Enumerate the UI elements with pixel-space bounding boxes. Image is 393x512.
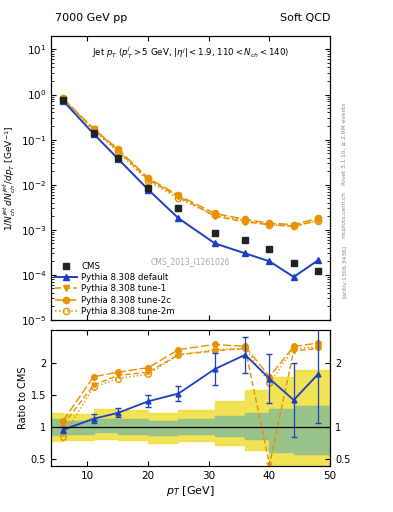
Text: 7000 GeV pp: 7000 GeV pp [55, 13, 127, 23]
Line: Pythia 8.308 tune-2c: Pythia 8.308 tune-2c [60, 95, 321, 228]
Pythia 8.308 tune-2m [316, 218, 320, 224]
Pythia 8.308 tune-2m [213, 212, 217, 218]
CMS [146, 185, 151, 191]
Pythia 8.308 default [316, 258, 320, 264]
Pythia 8.308 tune-1 [116, 147, 120, 154]
Pythia 8.308 tune-2m [267, 222, 272, 228]
Y-axis label: Ratio to CMS: Ratio to CMS [18, 367, 28, 430]
Line: CMS: CMS [60, 97, 321, 274]
CMS [116, 155, 120, 161]
X-axis label: $p_T$ [GeV]: $p_T$ [GeV] [166, 483, 215, 498]
Pythia 8.308 tune-1 [91, 126, 96, 132]
Pythia 8.308 default [91, 131, 96, 137]
Pythia 8.308 tune-2m [291, 223, 296, 229]
Pythia 8.308 default [176, 215, 181, 221]
Pythia 8.308 tune-2c [291, 222, 296, 228]
Pythia 8.308 tune-1 [316, 218, 320, 224]
CMS [91, 130, 96, 136]
Pythia 8.308 tune-1 [61, 96, 66, 102]
CMS [176, 205, 181, 211]
CMS [61, 97, 66, 103]
Pythia 8.308 default [243, 250, 248, 257]
Pythia 8.308 tune-2c [243, 217, 248, 223]
Pythia 8.308 default [213, 240, 217, 246]
Pythia 8.308 tune-1 [291, 223, 296, 229]
Pythia 8.308 tune-1 [267, 222, 272, 228]
Pythia 8.308 tune-1 [213, 213, 217, 219]
Pythia 8.308 tune-1 [176, 194, 181, 200]
Pythia 8.308 tune-2c [61, 95, 66, 101]
Pythia 8.308 default [291, 274, 296, 280]
CMS [213, 230, 217, 236]
CMS [243, 237, 248, 243]
Pythia 8.308 tune-2m [176, 195, 181, 201]
Line: Pythia 8.308 tune-1: Pythia 8.308 tune-1 [61, 97, 321, 229]
CMS [267, 246, 272, 252]
Y-axis label: $1/N_{ch}^{jet}\,dN_{ch}^{jet}/dp_T$ [GeV$^{-1}$]: $1/N_{ch}^{jet}\,dN_{ch}^{jet}/dp_T$ [Ge… [2, 125, 18, 230]
Pythia 8.308 default [116, 156, 120, 162]
Pythia 8.308 tune-1 [146, 177, 151, 183]
Pythia 8.308 tune-2m [146, 178, 151, 184]
Pythia 8.308 tune-1 [243, 219, 248, 225]
Pythia 8.308 tune-2c [213, 210, 217, 217]
Pythia 8.308 default [267, 258, 272, 264]
Text: mcplots.cern.ch: mcplots.cern.ch [342, 191, 346, 239]
Pythia 8.308 tune-2m [116, 148, 120, 155]
Pythia 8.308 tune-2c [267, 220, 272, 226]
Pythia 8.308 default [61, 98, 66, 104]
CMS [291, 260, 296, 266]
Pythia 8.308 tune-2c [116, 146, 120, 152]
Pythia 8.308 tune-2c [146, 175, 151, 181]
Line: Pythia 8.308 tune-2m: Pythia 8.308 tune-2m [60, 96, 321, 229]
Legend: CMS, Pythia 8.308 default, Pythia 8.308 tune-1, Pythia 8.308 tune-2c, Pythia 8.3: CMS, Pythia 8.308 default, Pythia 8.308 … [54, 261, 176, 317]
Text: [arXiv:1306.3436]: [arXiv:1306.3436] [342, 245, 346, 298]
Text: Jet $p_T$ ($p_T^j$$>$5 GeV, $|\eta^j|$$<$1.9, 110$<$$N_{ch}$$<$140): Jet $p_T$ ($p_T^j$$>$5 GeV, $|\eta^j|$$<… [92, 45, 289, 60]
Pythia 8.308 tune-2m [91, 127, 96, 134]
Pythia 8.308 tune-2c [176, 193, 181, 199]
Line: Pythia 8.308 default: Pythia 8.308 default [61, 98, 321, 280]
Pythia 8.308 tune-2m [61, 96, 66, 102]
Text: Soft QCD: Soft QCD [280, 13, 330, 23]
Text: Rivet 3.1.10, ≥ 2.9M events: Rivet 3.1.10, ≥ 2.9M events [342, 102, 346, 185]
Pythia 8.308 tune-2c [91, 125, 96, 132]
Pythia 8.308 default [146, 186, 151, 193]
CMS [316, 268, 320, 274]
Text: CMS_2013_I1261026: CMS_2013_I1261026 [151, 258, 230, 266]
Pythia 8.308 tune-2c [316, 215, 320, 221]
Pythia 8.308 tune-2m [243, 218, 248, 224]
